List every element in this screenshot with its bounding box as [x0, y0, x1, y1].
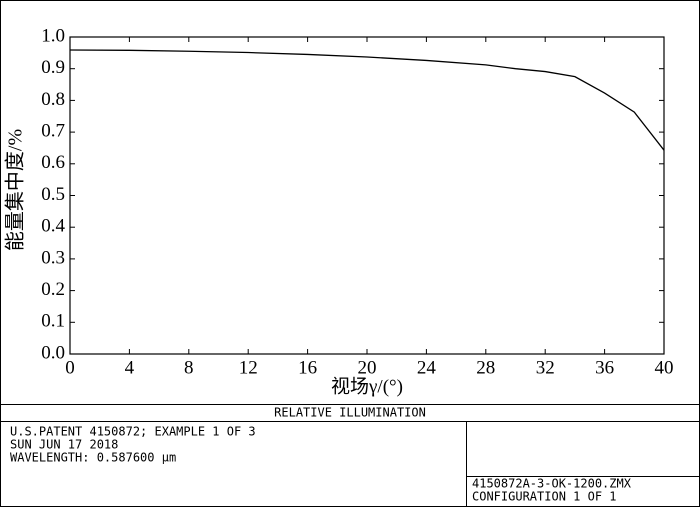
line: [69, 49, 665, 151]
plot-area: [69, 36, 665, 355]
footer-line: SUN JUN 17 2018: [10, 438, 118, 452]
x-tick-label: 32: [536, 357, 555, 378]
footer-file: 4150872A-3-OK-1200.ZMX: [472, 477, 632, 491]
x-tick-label: 12: [239, 357, 258, 378]
x-tick-label: 40: [655, 357, 674, 378]
y-tick-label: 0.0: [41, 342, 65, 363]
y-tick-label: 1.0: [41, 25, 65, 46]
footer-line: WAVELENGTH: 0.587600 µm: [10, 451, 176, 465]
y-tick-label: 0.8: [41, 89, 65, 110]
x-axis-label: 视场γ/(°): [331, 375, 403, 397]
y-tick-label: 0.6: [41, 152, 65, 173]
y-tick-label: 0.5: [41, 184, 65, 205]
x-tick-label: 16: [298, 357, 317, 378]
x-tick-label: 24: [417, 357, 437, 378]
y-tick-label: 0.3: [41, 247, 65, 268]
y-tick-label: 0.4: [41, 216, 65, 237]
y-axis-label: 能量集中度/%: [4, 129, 27, 251]
x-tick-label: 8: [184, 357, 194, 378]
footer-line: U.S.PATENT 4150872; EXAMPLE 1 OF 3: [10, 425, 256, 439]
x-tick-label: 4: [125, 357, 135, 378]
x-tick-label: 0: [65, 357, 75, 378]
footer-config: CONFIGURATION 1 OF 1: [472, 490, 617, 504]
y-tick-label: 0.7: [41, 120, 65, 141]
y-tick-label: 0.2: [41, 279, 65, 300]
x-tick-label: 20: [358, 357, 377, 378]
x-tick-label: 36: [595, 357, 614, 378]
x-tick-label: 28: [476, 357, 495, 378]
chart-title: RELATIVE ILLUMINATION: [274, 406, 426, 420]
y-tick-label: 0.1: [41, 311, 65, 332]
y-tick-label: 0.9: [41, 57, 65, 78]
